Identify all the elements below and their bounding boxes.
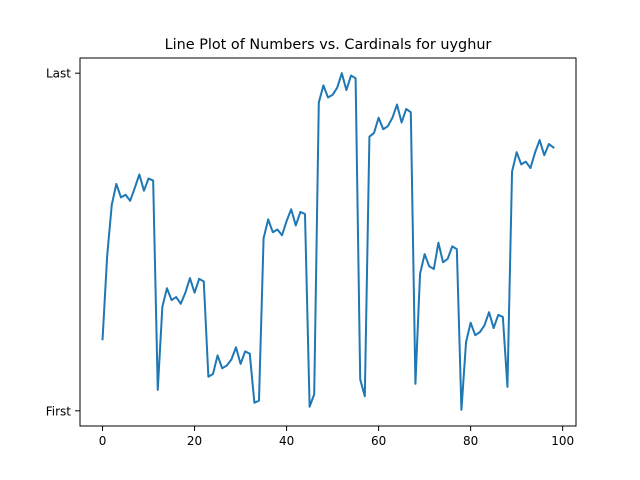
y-tick-label: First: [46, 404, 72, 418]
x-tick-label: 0: [99, 434, 107, 448]
x-tick-label: 60: [371, 434, 386, 448]
series-line: [101, 72, 555, 411]
chart-title: Line Plot of Numbers vs. Cardinals for u…: [165, 37, 492, 53]
axes-frame: [79, 57, 577, 427]
x-tick-label: 20: [187, 434, 202, 448]
x-tick-label: 80: [463, 434, 478, 448]
x-tick-label: 40: [279, 434, 294, 448]
x-tick-label: 100: [551, 434, 574, 448]
y-tick-label: Last: [46, 67, 71, 81]
plot-area: 0 20 40 60 80 100 First Last: [46, 57, 577, 448]
